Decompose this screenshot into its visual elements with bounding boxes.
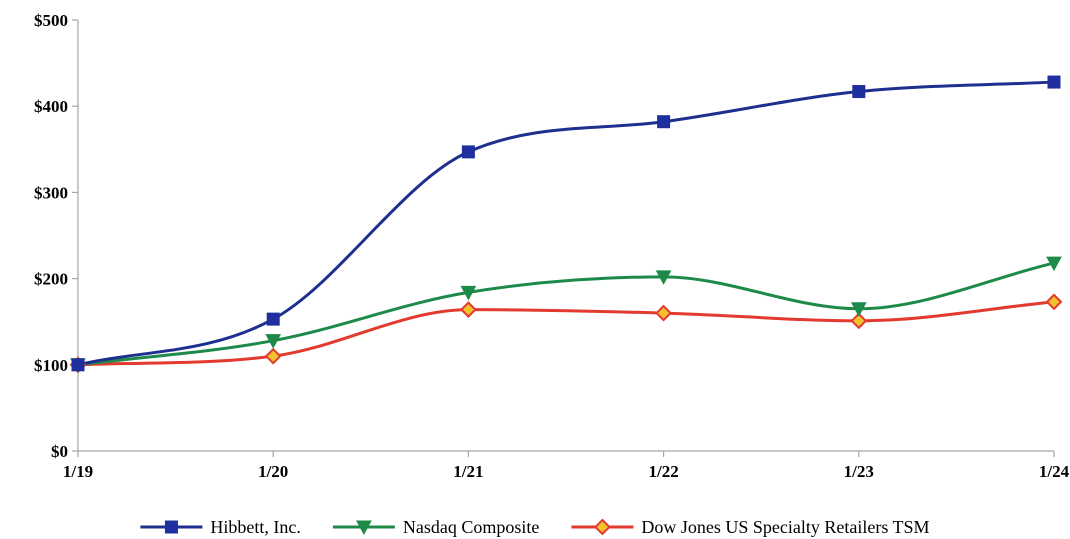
series-line-2 <box>77 300 1055 367</box>
axes <box>77 20 1054 452</box>
legend-label-1: Nasdaq Composite <box>403 517 540 537</box>
series-1-point <box>1046 256 1062 272</box>
y-tick-label: $300 <box>34 183 68 202</box>
y-tick-label: $500 <box>34 11 68 30</box>
legend-marker-2 <box>593 518 611 536</box>
series-1-point <box>655 270 672 285</box>
series-1-point <box>460 285 477 301</box>
x-tick-label: 1/21 <box>453 462 483 481</box>
series-2-point <box>655 304 673 322</box>
series-1-point <box>265 334 282 349</box>
legend-label-0: Hibbett, Inc. <box>210 517 300 537</box>
series-2-point <box>1045 293 1063 311</box>
series-2-point <box>850 312 868 330</box>
series-0-point <box>71 358 85 372</box>
x-tick-label: 1/24 <box>1039 462 1070 481</box>
series-2-point <box>264 347 282 365</box>
series-0-point <box>1047 75 1061 89</box>
series-0-point <box>657 115 671 129</box>
y-tick-label: $0 <box>51 442 68 461</box>
series-2-point <box>459 301 477 319</box>
series-line-1 <box>77 261 1055 367</box>
y-tick-label: $400 <box>34 97 68 116</box>
series-0-point <box>852 85 866 99</box>
x-tick-label: 1/19 <box>63 462 93 481</box>
legend-marker-1 <box>356 520 372 536</box>
series-0-point <box>266 312 280 326</box>
series-0-point <box>461 145 475 159</box>
series-lines <box>77 80 1055 367</box>
y-tick-label: $200 <box>34 270 68 289</box>
series-line-0 <box>77 80 1055 367</box>
y-tick-label: $100 <box>34 356 68 375</box>
y-axis-ticks: $0 $100 $200 $300 $400 $500 <box>34 11 78 461</box>
legend-label-2: Dow Jones US Specialty Retailers TSM <box>641 517 929 537</box>
x-tick-label: 1/22 <box>648 462 678 481</box>
legend-marker-0 <box>164 520 178 534</box>
x-tick-label: 1/23 <box>844 462 874 481</box>
legend: Hibbett, Inc. Nasdaq Composite Dow Jones U… <box>140 517 930 537</box>
series-1-point <box>850 302 867 317</box>
x-axis-ticks: 1/19 1/20 1/21 1/22 1/23 1/24 <box>63 451 1070 481</box>
x-tick-label: 1/20 <box>258 462 288 481</box>
series-markers <box>69 75 1063 374</box>
